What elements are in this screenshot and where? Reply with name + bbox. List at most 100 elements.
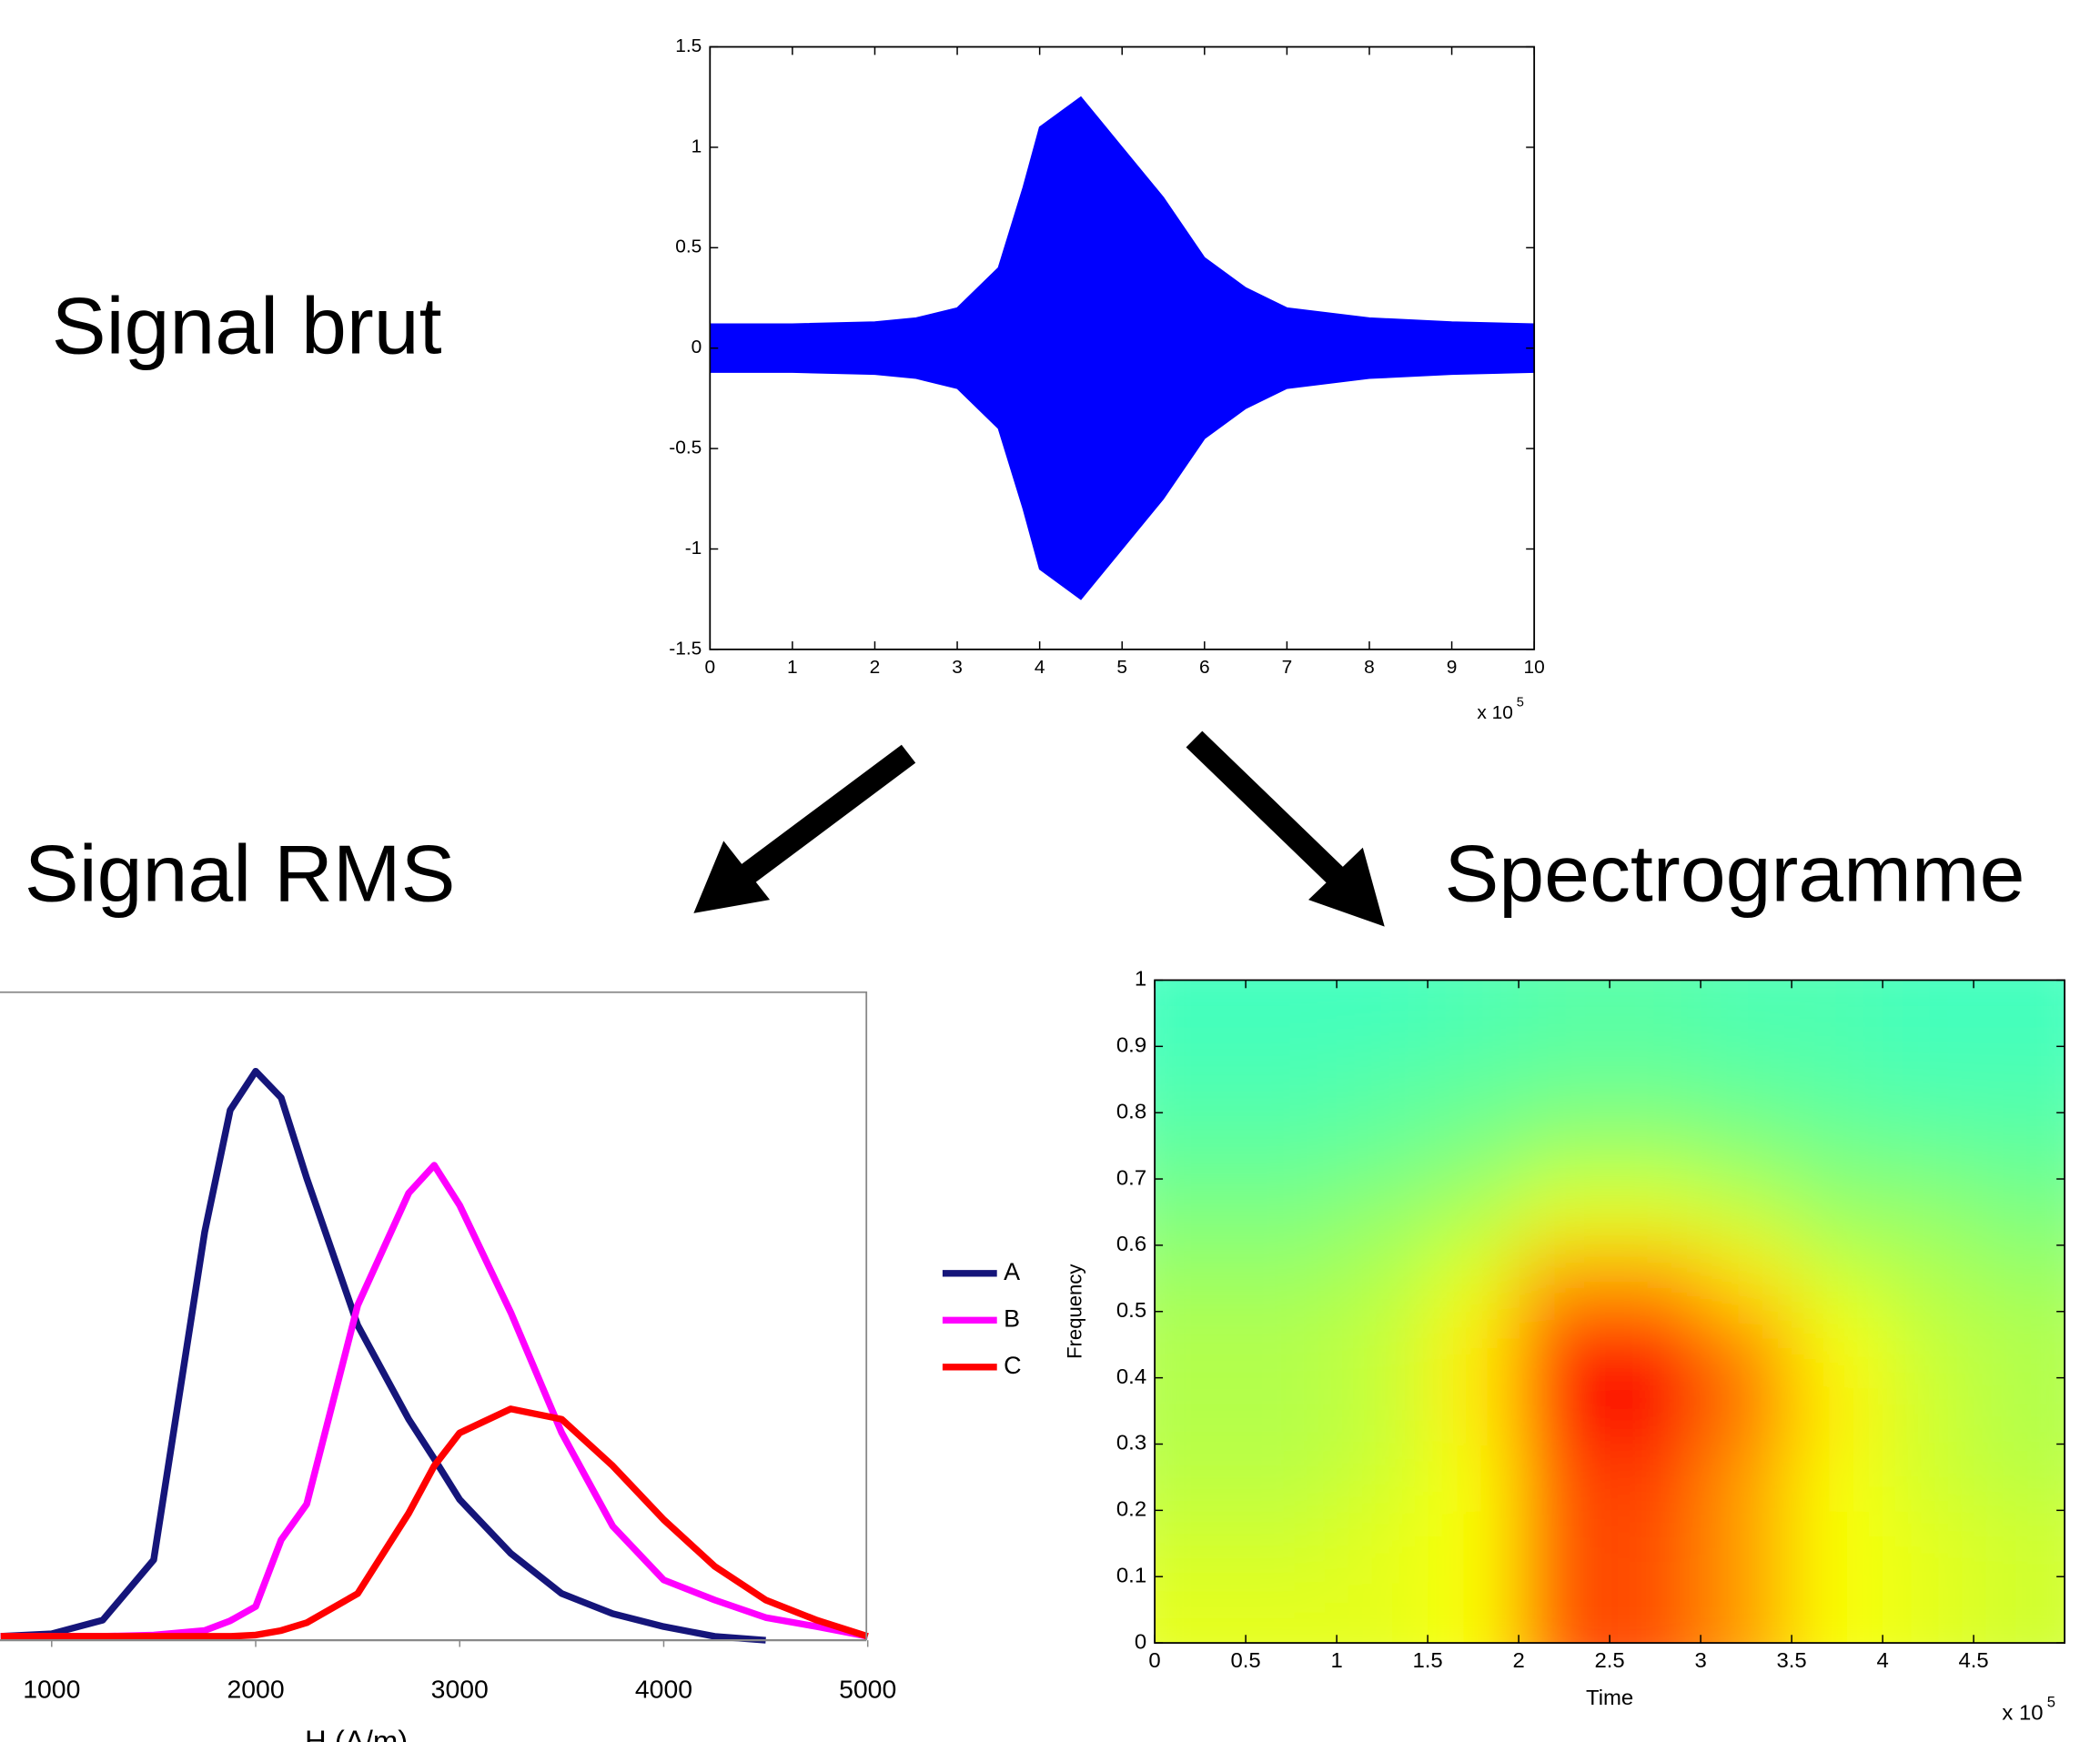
heatmap-cell	[1701, 1377, 1793, 1445]
x-tick-label: 5	[1116, 657, 1127, 678]
chart-title: Signal RMS	[25, 828, 456, 918]
heatmap-cell	[1519, 1576, 1611, 1644]
heatmap-cell	[1974, 1113, 2065, 1181]
y-tick-label: 0.9	[1116, 1034, 1146, 1058]
heatmap-cell	[1428, 1510, 1520, 1578]
y-tick-label: 0	[1135, 1630, 1146, 1654]
x-tick-label: 5000	[839, 1675, 896, 1704]
heatmap-cell	[1155, 1444, 1247, 1512]
heatmap-cell	[1155, 1046, 1247, 1114]
y-tick-label: -1	[685, 538, 702, 559]
heatmap-cell	[1155, 1510, 1247, 1578]
heatmap-cell	[1974, 1046, 2065, 1114]
y-tick-label: 0.1	[1116, 1565, 1146, 1588]
heatmap-cell	[1883, 1576, 1975, 1644]
heatmap-cell	[1519, 1244, 1611, 1314]
heatmap-cell	[1974, 1576, 2065, 1644]
heatmap-cell	[1974, 980, 2065, 1048]
series-line	[0, 1405, 869, 1640]
x-tick-label: 7	[1282, 657, 1293, 678]
heatmap-cell	[1792, 1113, 1884, 1181]
heatmap-cell	[1883, 1510, 1975, 1578]
chart-title: Signal brut	[52, 280, 442, 370]
chart: 0 0.5 1 1.5 2 2.5 3 3.5 4 4.5 0 0.1 0.2 0.3 0.4 0.5 0.6 0…	[1063, 968, 2066, 1725]
heatmap-cell	[1974, 1179, 2065, 1247]
heatmap-cell	[1428, 1046, 1520, 1114]
x-axis-factor-exponent: 5	[2047, 1694, 2055, 1711]
heatmap-cell	[1428, 1576, 1520, 1644]
heatmap-cell	[1883, 1311, 1975, 1380]
heatmap-cell	[1519, 1113, 1611, 1181]
heatmap-cell	[1519, 1046, 1611, 1114]
heatmap-cell	[1610, 1444, 1702, 1512]
heatmap-cell	[1610, 980, 1702, 1048]
y-tick-label: 1.5	[675, 35, 702, 56]
x-tick-label: 2	[1512, 1649, 1524, 1673]
heatmap-cell	[1246, 1377, 1338, 1445]
x-tick-label: 3000	[431, 1675, 489, 1704]
x-tick-label: 10	[1524, 657, 1545, 678]
y-tick-label: 0.3	[1116, 1432, 1146, 1455]
x-tick-label: 6	[1199, 657, 1210, 678]
x-tick-label: 2000	[227, 1675, 284, 1704]
series-line	[0, 1162, 869, 1640]
x-tick-label: 3	[952, 657, 963, 678]
signal-envelope-upper	[709, 96, 1535, 349]
y-tick-label: 0.2	[1116, 1498, 1146, 1522]
heatmap-cell	[1701, 1179, 1793, 1247]
y-tick-label: 0.5	[675, 237, 702, 257]
chart-title: Spectrogramme	[1444, 828, 2024, 918]
heatmap-cell	[1610, 1179, 1702, 1247]
heatmap-cell	[1337, 1244, 1429, 1314]
heatmap-cell	[1246, 1444, 1338, 1512]
x-tick-label: 4	[1035, 657, 1045, 678]
heatmap-cell	[1792, 1179, 1884, 1247]
heatmap-cell	[1610, 1377, 1702, 1445]
plot-frame	[0, 991, 868, 1641]
heatmap-cell	[1974, 1244, 2065, 1314]
y-tick-label: 0.7	[1116, 1166, 1146, 1190]
y-tick-label: 0	[692, 337, 702, 357]
heatmap-cell	[1519, 1377, 1611, 1445]
y-tick-label: 1	[692, 136, 702, 156]
chart: ABC 1000 2000 3000 4000 5000 H (A/m)	[0, 991, 1022, 1742]
x-tick-label: 0	[704, 657, 715, 678]
legend-label: C	[1004, 1352, 1021, 1379]
heatmap-cell	[1337, 1444, 1429, 1512]
heatmap-cell	[1428, 1179, 1520, 1247]
x-tick-label: 3.5	[1777, 1649, 1807, 1673]
heatmap-cell	[1883, 1444, 1975, 1512]
heatmap-cell	[1974, 1510, 2065, 1578]
x-tick-label: 4000	[635, 1675, 692, 1704]
heatmap-cell	[1155, 1576, 1247, 1644]
heatmap-cell	[1428, 1311, 1520, 1380]
heatmap-cell	[1337, 1046, 1429, 1114]
heatmap-cell	[1155, 1244, 1247, 1314]
heatmap-cell	[1883, 1244, 1975, 1314]
heatmap-cell	[1792, 1046, 1884, 1114]
heatmap-cell	[1974, 1311, 2065, 1380]
x-tick-label: 3	[1694, 1649, 1706, 1673]
y-axis-label: Frequency	[1063, 1264, 1085, 1359]
x-tick-label: 9	[1447, 657, 1458, 678]
heatmap-cell	[1701, 1311, 1793, 1380]
heatmap-cell	[1428, 1244, 1520, 1314]
heatmap-cell	[1883, 1113, 1975, 1181]
heatmap-cell	[1519, 1179, 1611, 1247]
heatmap-cell	[1792, 1510, 1884, 1578]
x-tick-label: 1	[787, 657, 798, 678]
heatmap-cell	[1883, 1046, 1975, 1114]
y-tick-label: 0.5	[1116, 1299, 1146, 1323]
heatmap-cell	[1883, 980, 1975, 1048]
heatmap-cell	[1519, 980, 1611, 1048]
heatmap-cell	[1610, 1244, 1702, 1314]
arrow-left	[738, 744, 916, 885]
heatmap-cell	[1246, 1311, 1338, 1380]
heatmap-cell	[1610, 1510, 1702, 1578]
heatmap-cell	[1701, 1510, 1793, 1578]
heatmap-cell	[1428, 1444, 1520, 1512]
x-tick-label: 8	[1364, 657, 1375, 678]
legend-label: A	[1004, 1258, 1020, 1285]
heatmap-cell	[1792, 1244, 1884, 1314]
